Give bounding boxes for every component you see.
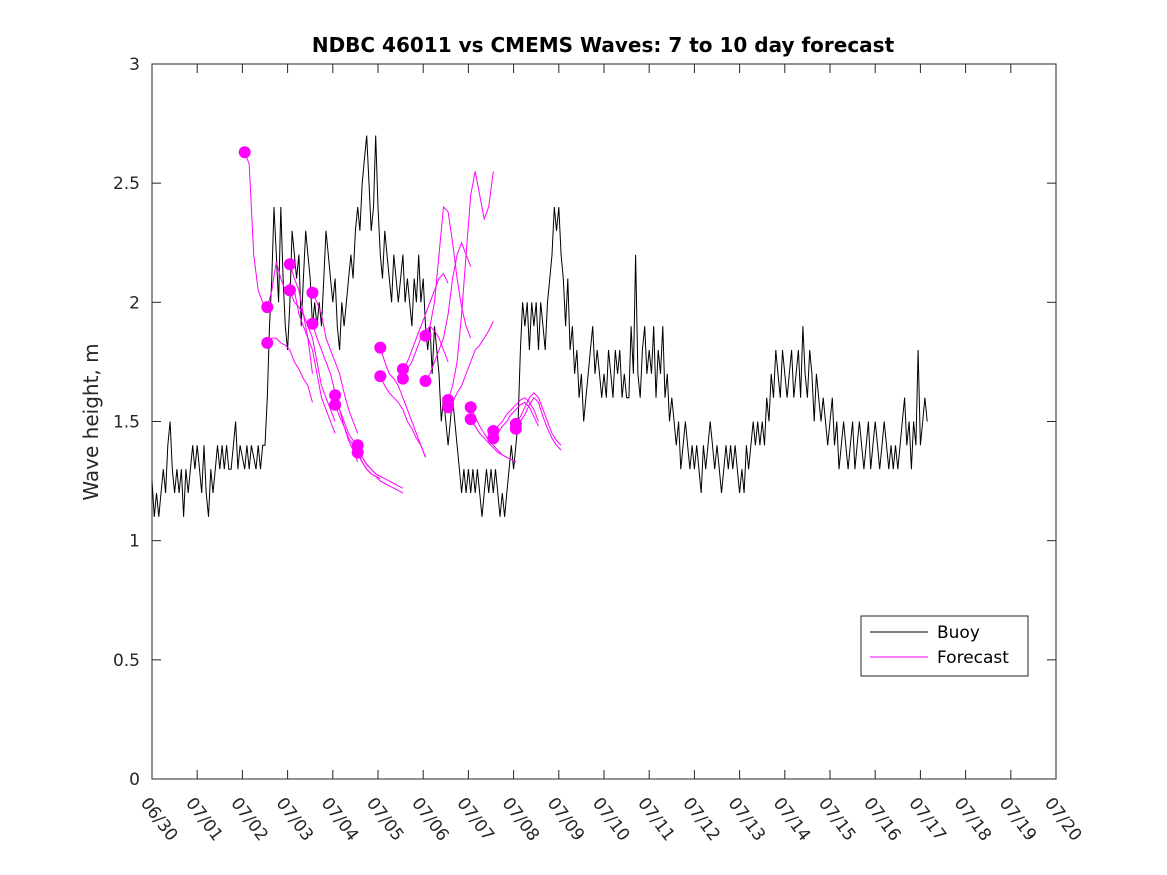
forecast-series-line [289,264,336,434]
forecast-start-marker [329,398,342,411]
chart-title: NDBC 46011 vs CMEMS Waves: 7 to 10 day f… [312,33,895,57]
y-tick-label: 1 [129,532,140,552]
y-tick-label: 0 [129,770,140,790]
forecast-series-line [266,261,313,374]
y-tick-label: 2.5 [113,174,140,194]
forecast-series-line [515,396,562,451]
forecast-series-line [447,321,494,408]
forecast-series-line [425,241,472,382]
y-axis-label: Wave height, m [79,343,103,500]
forecast-start-marker [283,284,296,297]
forecast-series-line [492,397,539,432]
forecast-start-marker [464,401,477,414]
forecast-start-marker [374,341,387,354]
forecast-start-marker [351,446,364,459]
forecast-start-marker [396,372,409,385]
buoy-series-line [151,135,928,517]
forecast-start-marker [283,258,296,271]
forecast-series-line [357,445,404,489]
forecast-series-line [425,205,472,339]
legend: Buoy Forecast [860,615,1029,677]
forecast-start-marker [261,336,274,349]
forecast-start-marker [464,413,477,426]
y-tick-label: 1.5 [113,413,140,433]
forecast-series-line [379,375,426,458]
forecast-series-line [515,392,562,446]
forecast-series-line [266,337,313,403]
forecast-series-line [402,272,449,370]
y-tick-label: 0.5 [113,651,140,671]
forecast-start-marker [396,363,409,376]
forecast-series-line [289,290,336,422]
forecast-start-marker [419,329,432,342]
forecast-start-marker [442,401,455,414]
forecast-start-marker [306,286,319,299]
forecast-start-marker [261,301,274,314]
forecast-series-line [492,401,539,439]
forecast-start-marker [419,375,432,387]
legend-box [860,615,1029,677]
forecast-series-line [470,418,517,463]
forecast-start-marker [238,146,251,159]
forecast-start-marker [509,422,522,435]
forecast-series-line [379,347,426,458]
forecast-series-line [357,452,404,494]
forecast-start-marker [374,370,387,383]
forecast-start-marker [329,389,342,402]
forecast-series-line [447,171,494,401]
forecast-start-marker [306,317,319,330]
y-tick-label: 2 [129,293,140,313]
forecast-start-marker [487,432,500,445]
legend-buoy-label: Buoy [937,623,980,643]
forecast-series-line [312,292,359,434]
y-tick-label: 3 [129,55,140,75]
legend-forecast-label: Forecast [937,648,1009,668]
